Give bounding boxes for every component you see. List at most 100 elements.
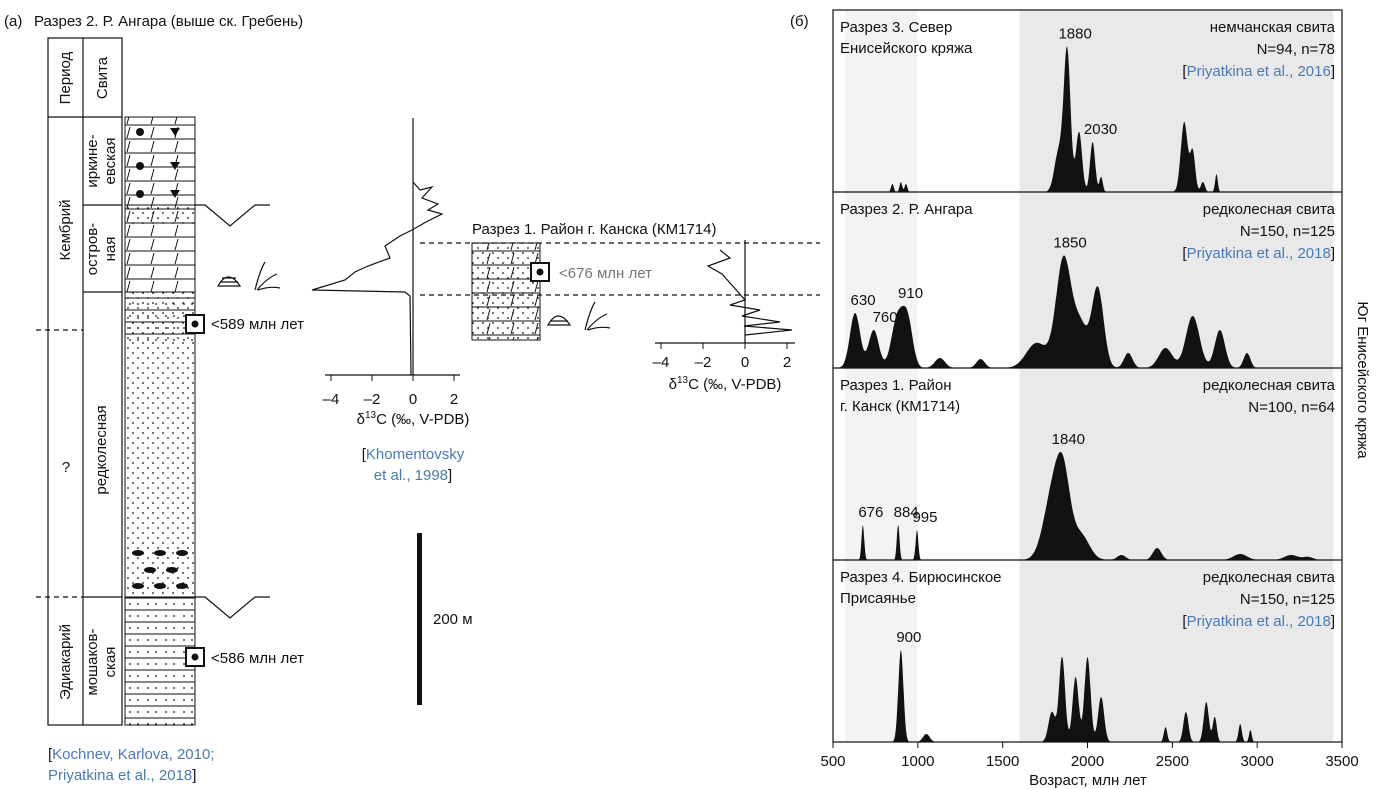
tick-label: –4 — [323, 391, 340, 408]
reference-part: ] — [1331, 613, 1335, 630]
axis-label: δ13C (‰, V-PDB) — [357, 410, 470, 428]
formation: иркине- — [84, 134, 101, 187]
column-header: Период — [57, 51, 74, 104]
density-curve — [833, 650, 1342, 742]
lithology — [125, 292, 195, 342]
peak-label: 1840 — [1052, 431, 1085, 448]
formation: мошаков- — [84, 628, 101, 695]
formation: евская — [102, 138, 119, 185]
panel-title: Присаянье — [840, 590, 916, 607]
age-range — [1019, 10, 1334, 742]
delta-curve — [311, 181, 444, 376]
fossil-icon — [584, 301, 611, 331]
reference-part: ] — [1331, 245, 1335, 262]
age-range — [844, 10, 918, 742]
formation: редколесная — [93, 405, 110, 494]
scale-bar — [417, 533, 422, 705]
scale-label: 200 м — [433, 611, 473, 628]
x-tick-label: 3500 — [1325, 753, 1358, 770]
reference: Priyatkina et al., 2018] — [48, 767, 196, 784]
sample-marker — [191, 653, 199, 661]
peak-label: 676 — [858, 504, 883, 521]
tick-label: 2 — [450, 391, 458, 408]
x-tick-label: 1000 — [901, 753, 934, 770]
formation: остров- — [84, 223, 101, 275]
peak-label: 2030 — [1084, 121, 1117, 138]
tick-label: –2 — [364, 391, 381, 408]
reference: et al., 1998] — [374, 467, 452, 484]
clasts — [136, 128, 180, 198]
axis-label: δ13C (‰, V-PDB) — [669, 375, 782, 393]
pebbles — [132, 550, 188, 589]
panel-title: Разрез 2. Р. Ангара (выше ск. Гребень) — [34, 13, 303, 30]
tick-label: 0 — [741, 354, 749, 371]
peak-label: 900 — [896, 629, 921, 646]
reference: [Priyatkina et al., 2018] — [1182, 245, 1335, 262]
panel-title: Разрез 4. Бирюсинское — [840, 569, 1002, 586]
period: Кембрий — [57, 200, 74, 261]
column-header: Свита — [94, 56, 111, 99]
fossil-icon — [216, 276, 242, 287]
reference-part: Priyatkina et al., 2018 — [1187, 245, 1331, 262]
x-tick-label: 1500 — [986, 753, 1019, 770]
peak-label: 1850 — [1053, 234, 1086, 251]
peak-label: 1880 — [1058, 26, 1091, 43]
reference-part: [ — [1182, 613, 1187, 630]
x-tick-label: 2000 — [1071, 753, 1104, 770]
age-label: <676 млн лет — [559, 265, 652, 282]
panel-label: (а) — [4, 13, 22, 30]
panel-title: Енисейского кряжа — [840, 40, 973, 57]
reference: [Priyatkina et al., 2018] — [1182, 613, 1335, 630]
x-tick-label: 500 — [820, 753, 845, 770]
age-label: <589 млн лет — [211, 316, 304, 333]
panel-title: Разрез 2. Р. Ангара — [840, 201, 973, 218]
side-label: Юг Енисейского кряжа — [1354, 301, 1371, 459]
sample-size: N=100, n=64 — [1248, 399, 1335, 416]
x-tick-label: 3000 — [1240, 753, 1273, 770]
sample-marker — [191, 320, 199, 328]
formation: ная — [102, 237, 119, 262]
tick-label: –4 — [653, 354, 670, 371]
panel-title: Разрез 3. Север — [840, 19, 952, 36]
panel-title: г. Канск (КМ1714) — [840, 398, 960, 415]
peak-label: 910 — [898, 285, 923, 302]
fossil-icon — [546, 315, 572, 326]
formation: редколесная свита — [1203, 569, 1336, 586]
formation: редколесная свита — [1203, 201, 1336, 218]
reference-part: ] — [1331, 63, 1335, 80]
formation: ская — [102, 647, 119, 678]
reference: [Khomentovsky — [362, 446, 465, 463]
density-curve — [833, 255, 1342, 368]
peak-label: 760 — [873, 309, 898, 326]
fossil-icon — [254, 261, 281, 291]
panel-title: Разрез 1. Район — [840, 377, 952, 394]
x-axis-title: Возраст, млн лет — [1029, 772, 1147, 789]
lithology — [124, 116, 196, 206]
section-title: Разрез 1. Район г. Канска (КМ1714) — [472, 221, 717, 238]
tick-label: 2 — [783, 354, 791, 371]
formation: редколесная свита — [1203, 377, 1336, 394]
unconformity — [195, 204, 270, 227]
period: Эдиакарий — [57, 624, 74, 700]
sample-marker — [536, 268, 544, 276]
reference: [Kochnev, Karlova, 2010; — [48, 746, 215, 763]
delta-curve — [706, 249, 793, 336]
peak-label: 630 — [851, 292, 876, 309]
age-label: <586 млн лет — [211, 650, 304, 667]
reference-part: [ — [1182, 63, 1187, 80]
lithology — [472, 243, 540, 340]
column-frame — [47, 37, 123, 726]
unconformity — [195, 596, 270, 619]
tick-label: –2 — [695, 354, 712, 371]
reference-part: Priyatkina et al., 2016 — [1187, 63, 1331, 80]
x-tick-label: 2500 — [1156, 753, 1189, 770]
sample-size: N=150, n=125 — [1240, 223, 1335, 240]
lithology — [124, 596, 196, 726]
panel-label: (б) — [790, 13, 809, 30]
sample-size: N=94, n=78 — [1257, 41, 1335, 58]
peak-label: 884 — [894, 504, 919, 521]
panel-b: (б) Разрез 3. Север Енисейского кряжа немч… — [790, 9, 1371, 789]
formation: немчанская свита — [1210, 19, 1336, 36]
peak-label: 995 — [912, 509, 937, 526]
